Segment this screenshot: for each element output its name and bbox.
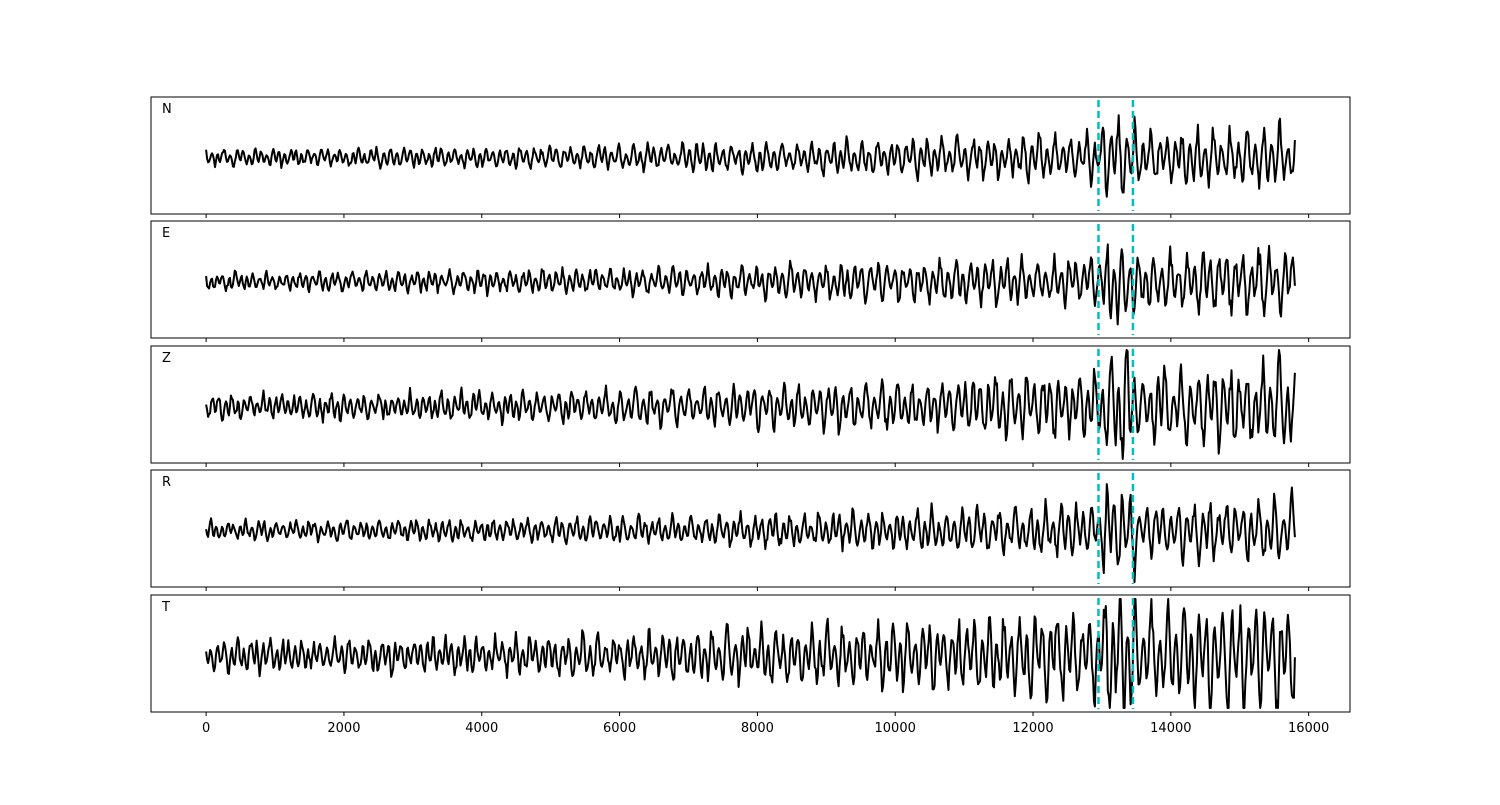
x-tick-label: 0: [202, 721, 210, 736]
panel-frame: [150, 469, 1351, 588]
x-tick-label: 10000: [875, 721, 916, 736]
x-tick-label: 14000: [1150, 721, 1191, 736]
waveform-e: [205, 243, 1296, 326]
panel-t: T: [150, 594, 1351, 716]
panel-label-z: Z: [162, 351, 171, 366]
x-tick-label: 6000: [603, 721, 636, 736]
panel-e: E: [150, 220, 1351, 342]
panel-label-r: R: [162, 475, 171, 490]
x-tick-label: 16000: [1288, 721, 1329, 736]
x-tick-label: 4000: [465, 721, 498, 736]
panel-label-n: N: [162, 102, 172, 117]
panel-r: R: [150, 469, 1351, 591]
x-tick-label: 12000: [1012, 721, 1053, 736]
x-tick-label: 2000: [327, 721, 360, 736]
panel-label-e: E: [162, 226, 170, 241]
panel-label-t: T: [161, 600, 170, 615]
waveform-n: [205, 114, 1296, 198]
panel-z: Z: [150, 345, 1351, 467]
waveform-t: [205, 598, 1296, 709]
panel-n: N: [150, 96, 1351, 218]
x-tick-label: 8000: [741, 721, 774, 736]
waveform-r: [205, 483, 1296, 584]
panel-frame: [150, 345, 1351, 464]
waveform-z: [205, 349, 1296, 460]
